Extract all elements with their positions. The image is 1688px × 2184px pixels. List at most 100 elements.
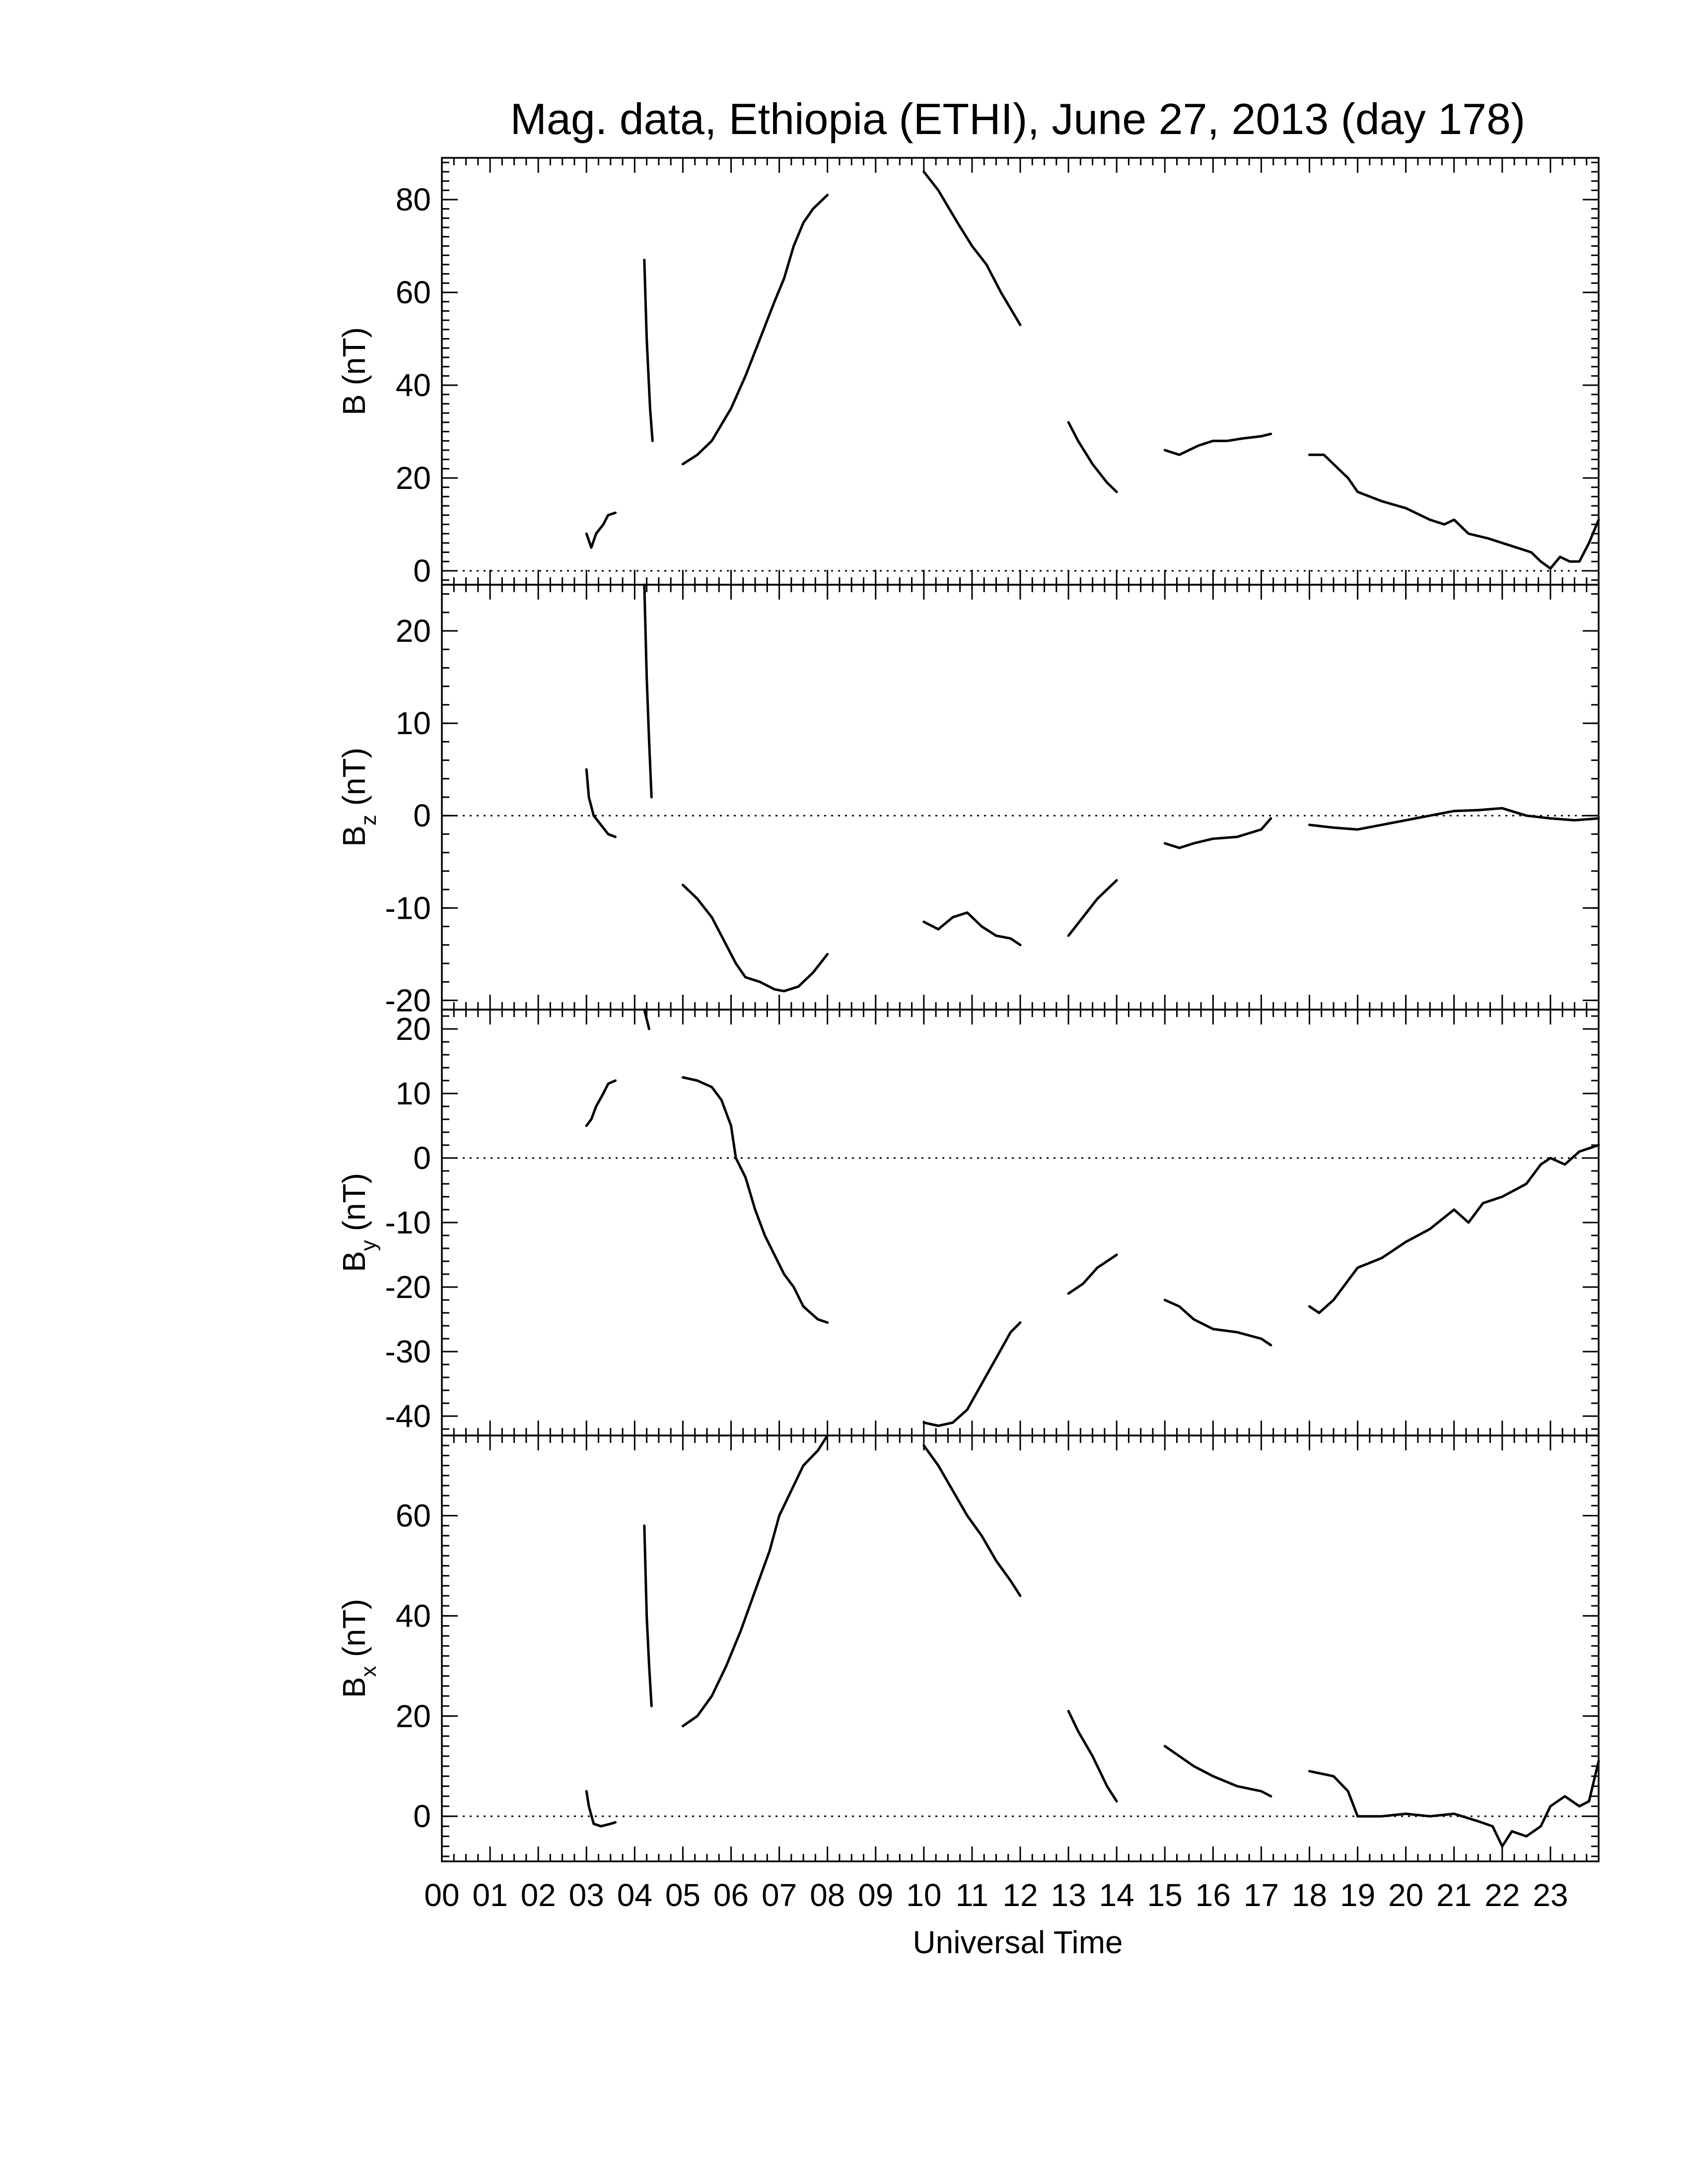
series-segment-By — [585, 1079, 617, 1127]
x-tick-label: 17 — [1244, 1877, 1279, 1913]
x-tick-label: 06 — [713, 1877, 749, 1913]
series-segment-Bz — [1308, 807, 1600, 831]
x-tick-label: 12 — [1002, 1877, 1038, 1913]
x-tick-label: 20 — [1388, 1877, 1423, 1913]
y-axis-label-main: B — [336, 394, 372, 415]
x-tick-label: 05 — [665, 1877, 701, 1913]
y-axis-label-unit: (nT) — [336, 327, 372, 394]
panel-frame — [441, 157, 1600, 586]
panel-By: -40 -30 -20 -10 0 10 20 By (nT) — [336, 1008, 1600, 1436]
series-segment-Bz — [922, 911, 1022, 947]
y-tick-label: -20 — [385, 982, 431, 1018]
x-tick-label: 14 — [1099, 1877, 1134, 1913]
series-segment-B — [1163, 432, 1272, 456]
x-tick-label: 23 — [1533, 1877, 1568, 1913]
y-tick-label: -40 — [385, 1398, 431, 1434]
x-tick-label: 02 — [521, 1877, 556, 1913]
x-tick-label: 22 — [1484, 1877, 1520, 1913]
series-segment-Bx — [681, 1434, 829, 1727]
series-segment-Bz — [681, 884, 829, 993]
series-segment-By — [922, 1321, 1022, 1427]
panel-Bz: -20 -10 0 10 20 Bz (nT) — [336, 583, 1600, 1018]
y-tick-label: -20 — [385, 1269, 431, 1305]
series-segment-Bx — [643, 1524, 653, 1707]
series-segment-B — [1067, 421, 1118, 493]
series-segment-Bx — [922, 1444, 1022, 1597]
y-tick-label: -10 — [385, 890, 431, 926]
series-segment-Bz — [585, 768, 617, 838]
x-tick-label: 21 — [1436, 1877, 1472, 1913]
y-tick-label: 10 — [396, 705, 431, 741]
y-tick-label: -10 — [385, 1205, 431, 1240]
x-tick-label: 00 — [424, 1877, 459, 1913]
series-segment-By — [1308, 1144, 1600, 1314]
panel-B: 0 20 40 60 80 B (nT) — [336, 157, 1600, 589]
x-tick-label: 01 — [472, 1877, 507, 1913]
x-tick-label: 08 — [810, 1877, 845, 1913]
y-tick-label: 20 — [396, 1698, 431, 1734]
y-tick-label: 60 — [396, 1498, 431, 1534]
x-tick-label: 13 — [1051, 1877, 1086, 1913]
y-axis-label-subscript: x — [356, 1666, 381, 1677]
x-tick-label: 04 — [617, 1877, 652, 1913]
series-segment-B — [681, 194, 829, 466]
y-tick-label: 10 — [396, 1076, 431, 1111]
x-tick-label: 10 — [906, 1877, 941, 1913]
y-axis-label: Bz (nT) — [336, 748, 381, 847]
x-tick-label: 18 — [1292, 1877, 1327, 1913]
y-tick-label: -30 — [385, 1334, 431, 1369]
series-segment-By — [1163, 1298, 1272, 1347]
y-axis-label-main: B — [336, 1677, 372, 1698]
y-axis-label: By (nT) — [336, 1173, 381, 1272]
x-tick-label: 07 — [762, 1877, 797, 1913]
series-segment-By — [643, 1008, 650, 1030]
y-tick-label: 40 — [396, 1598, 431, 1634]
series-segment-B — [643, 259, 654, 442]
x-tick-label: 03 — [569, 1877, 604, 1913]
y-tick-label: 0 — [413, 553, 431, 589]
y-axis-label-unit: (nT) — [336, 1173, 372, 1240]
series-segment-Bz — [1163, 817, 1272, 849]
chart-title: Mag. data, Ethiopia (ETHI), June 27, 201… — [510, 94, 1526, 143]
series-segment-Bz — [643, 583, 653, 799]
panel-frame — [441, 1434, 1600, 1862]
y-axis-label-main: B — [336, 1251, 372, 1272]
series-segment-Bz — [1067, 879, 1118, 937]
series-segment-B — [1308, 453, 1600, 570]
y-tick-label: 20 — [396, 613, 431, 649]
panel-Bx: 0 20 40 60 Bx (nT) — [336, 1434, 1600, 1862]
y-tick-label: 0 — [413, 1798, 431, 1834]
series-segment-Bx — [1067, 1709, 1118, 1803]
y-tick-label: 0 — [413, 798, 431, 833]
series-segment-By — [681, 1076, 829, 1324]
x-tick-label: 16 — [1196, 1877, 1231, 1913]
y-axis-label-subscript: y — [356, 1240, 381, 1251]
series-segment-By — [1067, 1253, 1118, 1295]
y-tick-label: 60 — [396, 274, 431, 310]
y-tick-label: 40 — [396, 367, 431, 403]
y-tick-label: 0 — [413, 1140, 431, 1176]
y-axis-label-main: B — [336, 825, 372, 847]
x-tick-label: 11 — [956, 1877, 988, 1913]
y-axis-label-unit: (nT) — [336, 1599, 372, 1666]
y-axis-label: B (nT) — [336, 327, 372, 415]
y-axis-label-unit: (nT) — [336, 748, 372, 815]
y-axis-label-subscript: z — [356, 815, 381, 825]
series-segment-B — [585, 511, 617, 549]
panel-frame — [441, 1009, 1600, 1436]
series-segment-Bx — [585, 1790, 617, 1828]
series-segment-Bx — [1308, 1760, 1600, 1848]
y-tick-label: 20 — [396, 1011, 431, 1047]
x-tick-label: 15 — [1147, 1877, 1183, 1913]
series-segment-B — [922, 170, 1022, 326]
x-axis: 00 01 02 03 04 05 06 07 08 09 10 11 12 13 14 15 16 17 18 19… — [424, 1877, 1568, 1913]
series-segment-Bx — [1163, 1745, 1272, 1798]
y-tick-label: 80 — [396, 182, 431, 217]
y-axis-label: Bx (nT) — [336, 1599, 381, 1698]
x-axis-label: Universal Time — [913, 1924, 1123, 1960]
x-tick-label: 09 — [858, 1877, 893, 1913]
y-tick-label: 20 — [396, 460, 431, 496]
x-tick-label: 19 — [1340, 1877, 1375, 1913]
